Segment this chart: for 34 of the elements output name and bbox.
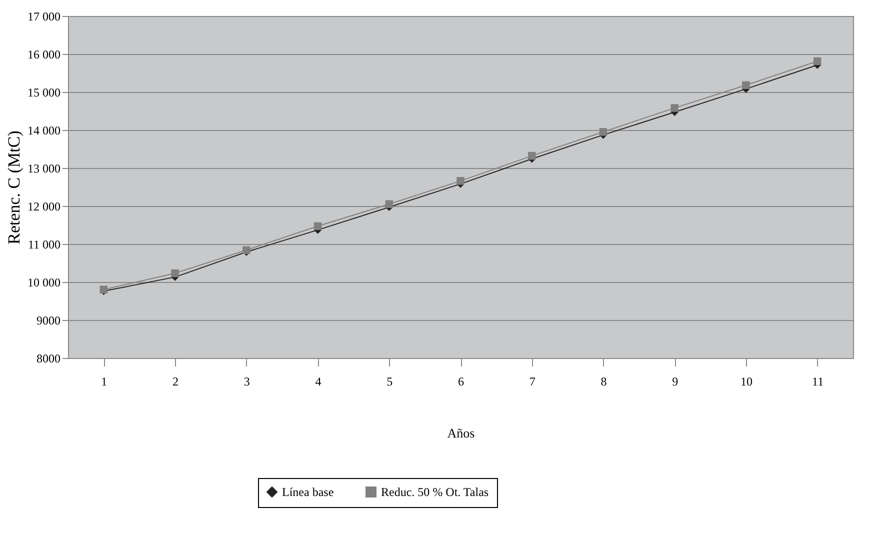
- point: [742, 81, 750, 90]
- point: [813, 57, 822, 66]
- point: [599, 128, 608, 136]
- x-tick-label: 3: [244, 374, 250, 388]
- y-tick-label: 13 000: [28, 162, 60, 176]
- point: [528, 152, 536, 160]
- x-tick-label: 2: [172, 374, 179, 388]
- x-tick-label: 4: [315, 374, 322, 388]
- x-axis-title: Años: [447, 426, 475, 440]
- y-tick-label: 16 000: [28, 48, 60, 62]
- x-tick-label: 7: [529, 374, 536, 388]
- y-tick-label: 11 000: [28, 238, 60, 252]
- x-tick-label: 6: [458, 374, 464, 388]
- point: [171, 269, 179, 278]
- x-tick-label: 1: [101, 374, 108, 388]
- x-tick-label: 9: [672, 374, 678, 388]
- y-tick-label: 8000: [36, 352, 60, 366]
- y-tick-label: 12 000: [28, 200, 60, 214]
- y-tick-label: 9000: [36, 314, 60, 328]
- y-tick-label: 14 000: [28, 124, 60, 138]
- x-tick-label: 8: [600, 374, 607, 388]
- y-tick-label: 10 000: [28, 276, 60, 290]
- point: [385, 200, 394, 208]
- y-tick-label: 17 000: [28, 10, 60, 24]
- point: [670, 104, 678, 112]
- x-tick-label: 10: [740, 374, 752, 388]
- point: [314, 222, 322, 230]
- legend-label: Línea base: [282, 485, 334, 499]
- x-tick-label: 11: [812, 374, 824, 388]
- legend-label: Reduc. 50 % Ot. Talas: [381, 485, 489, 499]
- y-axis-title: Retenc. C (MtC): [4, 130, 24, 244]
- x-tick-label: 5: [386, 374, 393, 388]
- point: [456, 177, 464, 185]
- y-tick-label: 15 000: [28, 86, 60, 100]
